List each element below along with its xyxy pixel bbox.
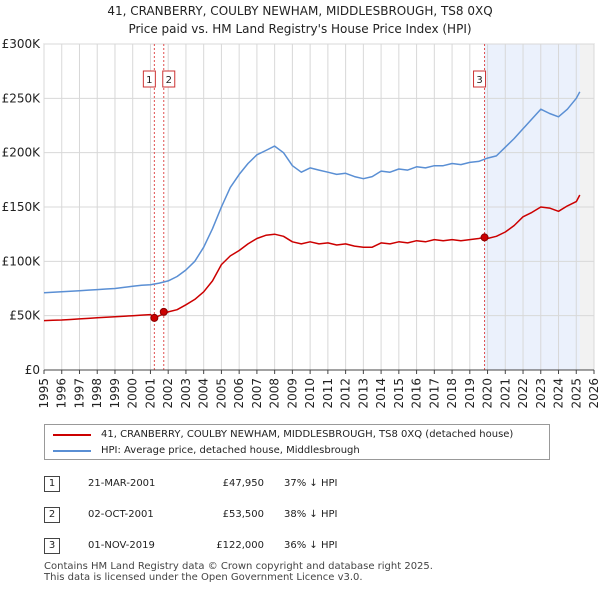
x-tick-label: 2003 bbox=[179, 378, 193, 409]
x-tick-label: 2000 bbox=[126, 378, 140, 409]
annotations: 1 2 3 bbox=[142, 70, 487, 88]
y-tick-label: £100K bbox=[2, 254, 42, 268]
legend-swatch-hpi bbox=[53, 450, 91, 452]
x-tick-label: 2004 bbox=[197, 378, 211, 409]
x-tick-label: 2025 bbox=[569, 378, 583, 409]
y-tick-label: £300K bbox=[2, 37, 42, 51]
x-tick-label: 2010 bbox=[303, 378, 317, 409]
y-axis: £0 £50K £100K £150K £200K £250K £300K bbox=[2, 37, 42, 377]
x-tick-label: 2001 bbox=[143, 378, 157, 409]
annotation-label: 2 bbox=[166, 75, 172, 86]
x-tick-label: 1998 bbox=[90, 378, 104, 409]
legend-label-hpi: HPI: Average price, detached house, Midd… bbox=[101, 445, 360, 456]
y-tick-label: £200K bbox=[2, 146, 42, 160]
x-tick-label: 2005 bbox=[214, 378, 228, 409]
x-tick-label: 2020 bbox=[481, 378, 495, 409]
annotation-label: 3 bbox=[476, 75, 482, 86]
sale-marker bbox=[150, 313, 159, 322]
transaction-price: £122,000 bbox=[216, 540, 264, 551]
y-tick-label: £0 bbox=[25, 363, 40, 377]
sale-marker bbox=[480, 233, 489, 242]
transaction-price: £53,500 bbox=[222, 509, 264, 520]
legend: 41, CRANBERRY, COULBY NEWHAM, MIDDLESBRO… bbox=[44, 424, 550, 460]
x-tick-label: 2008 bbox=[268, 378, 282, 409]
transaction-date: 01-NOV-2019 bbox=[88, 540, 155, 551]
x-tick-label: 2024 bbox=[552, 378, 566, 409]
transaction-price: £47,950 bbox=[222, 478, 264, 489]
x-tick-label: 2009 bbox=[285, 378, 299, 409]
x-tick-label: 2026 bbox=[587, 378, 600, 409]
x-tick-label: 2007 bbox=[250, 378, 264, 409]
x-tick-label: 2012 bbox=[339, 378, 353, 409]
annotation-label: 1 bbox=[146, 75, 152, 86]
x-tick-label: 1996 bbox=[55, 378, 69, 409]
hpi-line bbox=[43, 91, 581, 294]
x-tick-label: 2022 bbox=[516, 378, 530, 409]
y-tick-label: £150K bbox=[2, 200, 42, 214]
transaction-number: 2 bbox=[44, 507, 60, 523]
x-tick-label: 2013 bbox=[356, 378, 370, 409]
x-tick-label: 1995 bbox=[37, 378, 51, 409]
x-tick-label: 2015 bbox=[392, 378, 406, 409]
x-tick-label: 2021 bbox=[498, 378, 512, 409]
x-tick-label: 2002 bbox=[161, 378, 175, 409]
x-tick-label: 2019 bbox=[463, 378, 477, 409]
x-tick-label: 2014 bbox=[374, 378, 388, 409]
price-chart: £0 £50K £100K £150K £200K £250K £300K 1995 1996… bbox=[2, 37, 600, 409]
series-layer bbox=[43, 91, 581, 322]
annotation-box bbox=[473, 70, 487, 88]
transaction-row: 2 02-OCT-2001 £53,500 38% ↓ HPI bbox=[44, 506, 444, 524]
sale-marker bbox=[159, 307, 168, 316]
x-axis: 1995 1996 1997 1998 1999 2000 2001 2002 2003 2004… bbox=[37, 369, 600, 409]
x-tick-label: 2017 bbox=[427, 378, 441, 409]
transaction-number: 1 bbox=[44, 476, 60, 492]
legend-swatch-property bbox=[53, 434, 91, 436]
footer-licence: This data is licensed under the Open Gov… bbox=[44, 572, 363, 583]
sale-markers bbox=[150, 233, 489, 322]
x-tick-label: 2006 bbox=[232, 378, 246, 409]
transaction-hpi-diff: 38% ↓ HPI bbox=[284, 509, 338, 520]
x-tick-label: 1997 bbox=[72, 378, 86, 409]
footer-copyright: Contains HM Land Registry data © Crown c… bbox=[44, 561, 433, 572]
annotation-box bbox=[142, 70, 156, 88]
chart-title-block: 41, CRANBERRY, COULBY NEWHAM, MIDDLESBRO… bbox=[0, 2, 600, 38]
x-tick-label: 2011 bbox=[321, 378, 335, 409]
x-tick-label: 2018 bbox=[445, 378, 459, 409]
transaction-row: 3 01-NOV-2019 £122,000 36% ↓ HPI bbox=[44, 537, 444, 555]
x-tick-label: 2023 bbox=[534, 378, 548, 409]
footer: Contains HM Land Registry data © Crown c… bbox=[44, 561, 433, 583]
x-tick-label: 1999 bbox=[108, 378, 122, 409]
transaction-date: 02-OCT-2001 bbox=[88, 509, 154, 520]
chart-title: 41, CRANBERRY, COULBY NEWHAM, MIDDLESBRO… bbox=[107, 4, 493, 18]
y-tick-label: £250K bbox=[2, 91, 42, 105]
x-tick-label: 2016 bbox=[410, 378, 424, 409]
chart-subtitle: Price paid vs. HM Land Registry's House … bbox=[128, 22, 472, 36]
transaction-date: 21-MAR-2001 bbox=[88, 478, 156, 489]
transaction-hpi-diff: 37% ↓ HPI bbox=[284, 478, 338, 489]
annotation-box bbox=[162, 70, 176, 88]
legend-label-property: 41, CRANBERRY, COULBY NEWHAM, MIDDLESBRO… bbox=[101, 429, 514, 440]
property-price-line bbox=[43, 194, 581, 322]
transaction-hpi-diff: 36% ↓ HPI bbox=[284, 540, 338, 551]
transaction-row: 1 21-MAR-2001 £47,950 37% ↓ HPI bbox=[44, 475, 444, 493]
transaction-number: 3 bbox=[44, 538, 60, 554]
y-tick-label: £50K bbox=[9, 309, 41, 323]
